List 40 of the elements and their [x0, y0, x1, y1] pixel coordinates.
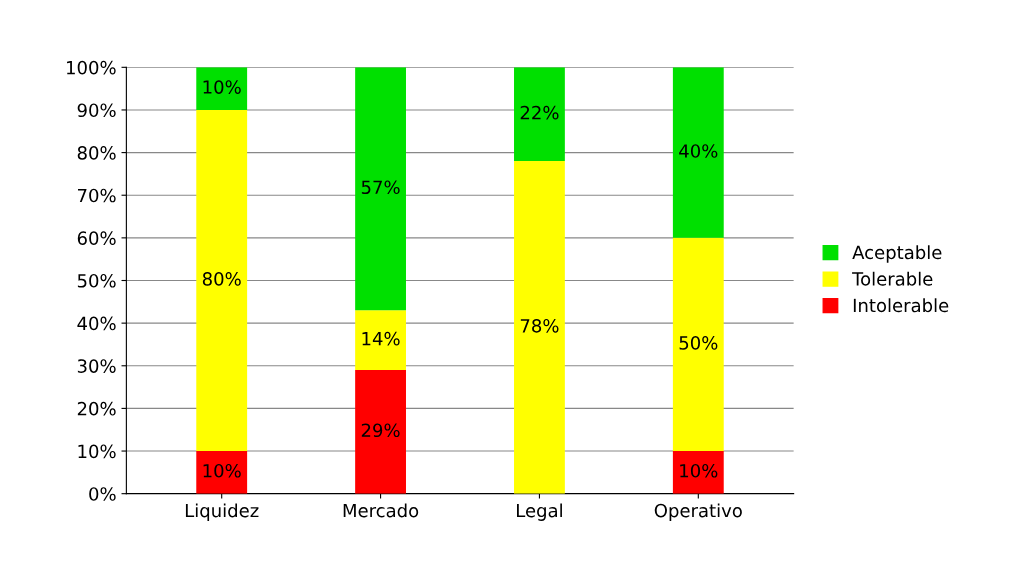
y-tick-label: 50%	[77, 273, 116, 288]
data-label: 22%	[520, 105, 559, 120]
bar	[196, 451, 248, 494]
bar	[514, 67, 565, 162]
data-label: 78%	[520, 318, 559, 333]
y-tick-label: 30%	[77, 359, 116, 373]
legend-label: Aceptable	[852, 245, 942, 263]
legend-label: Tolerable	[852, 271, 933, 286]
bar	[196, 67, 248, 110]
y-tick-label: 70%	[78, 188, 116, 203]
data-label: 10%	[680, 463, 718, 478]
bar	[355, 370, 406, 494]
y-tick-label: 100%	[67, 60, 116, 75]
x-tick-label: Legal	[517, 503, 562, 521]
data-label: 14%	[362, 331, 400, 346]
bar	[514, 161, 565, 494]
y-tick-label: 0%	[89, 487, 116, 501]
bar	[672, 67, 724, 238]
y-tick-label: 20%	[77, 401, 116, 416]
data-label: 80%	[202, 272, 241, 286]
bar	[196, 109, 248, 452]
y-tick-label: 80%	[77, 146, 116, 160]
data-label: 10%	[203, 463, 241, 478]
bar	[355, 67, 406, 311]
legend-label: Intolerable	[853, 298, 949, 313]
y-tick-label: 10%	[78, 444, 116, 459]
y-tick-label: 90%	[77, 103, 116, 118]
y-tick-label: 60%	[77, 231, 116, 245]
bar	[355, 310, 406, 371]
x-tick-label: Mercado	[343, 503, 419, 518]
data-label: 57%	[361, 180, 400, 195]
bar	[672, 451, 724, 494]
x-tick-label: Liquidez	[185, 503, 259, 521]
y-tick-label: 40%	[77, 316, 116, 331]
bar	[672, 237, 724, 452]
data-label: 29%	[361, 423, 400, 438]
x-tick-label: Operativo	[654, 503, 742, 521]
data-label: 10%	[203, 80, 241, 94]
data-label: 40%	[679, 144, 718, 158]
data-label: 50%	[679, 336, 718, 350]
